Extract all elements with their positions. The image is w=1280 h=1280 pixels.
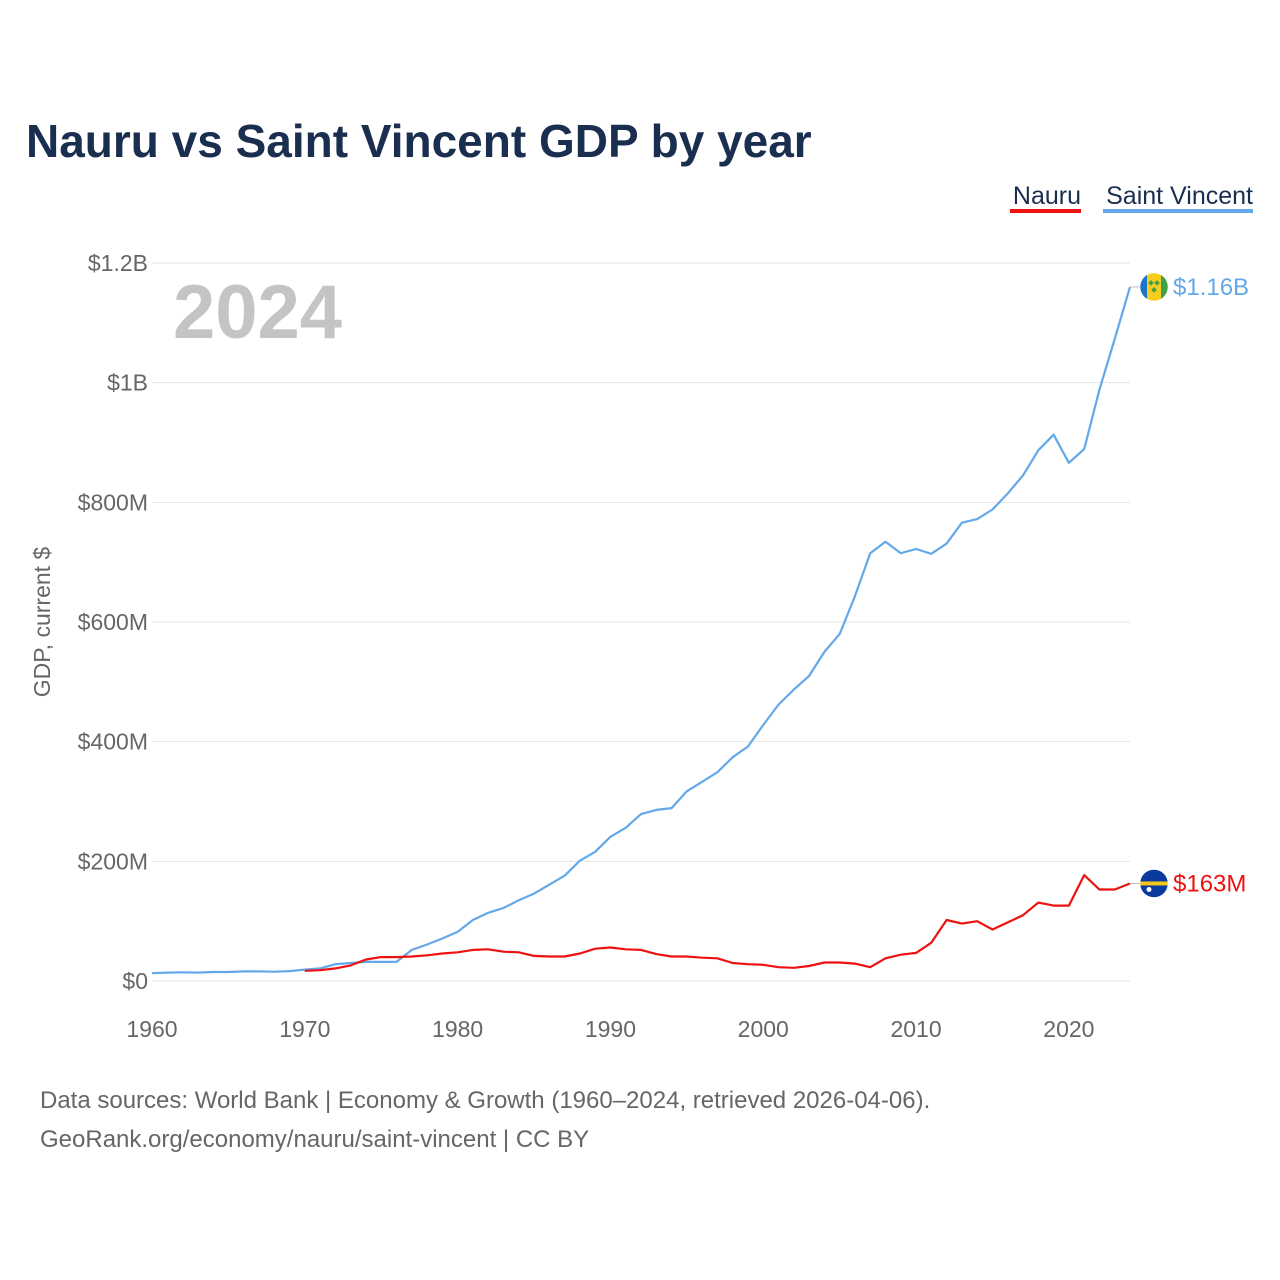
x-tick-label: 2000	[738, 1016, 789, 1042]
y-tick-label: $1.2B	[88, 250, 148, 276]
legend-label-nauru[interactable]: Nauru	[1013, 182, 1081, 210]
x-tick-label: 1960	[126, 1016, 177, 1042]
x-tick-label: 2020	[1043, 1016, 1094, 1042]
y-tick-label: $600M	[78, 609, 148, 635]
source-line-1: Data sources: World Bank | Economy & Gro…	[40, 1087, 930, 1114]
nauru-flag-icon	[1139, 869, 1169, 898]
series-lines	[151, 286, 1132, 975]
x-tick-label: 1970	[279, 1016, 330, 1042]
year-watermark: 2024	[173, 270, 342, 355]
y-tick-label: $0	[122, 968, 148, 994]
x-tick-label: 2010	[890, 1016, 941, 1042]
series-endpoints: $1.16B $163M	[1130, 272, 1249, 898]
end-value-label-saint-vincent: $1.16B	[1173, 274, 1249, 301]
x-tick-label: 1980	[432, 1016, 483, 1042]
y-tick-label: $200M	[78, 848, 148, 874]
end-value-label-nauru: $163M	[1173, 870, 1246, 897]
y-axis-label: GDP, current $	[29, 547, 55, 698]
series-line-nauru[interactable]	[304, 873, 1131, 972]
series-line-saint-vincent[interactable]	[151, 286, 1132, 975]
y-tick-label: $800M	[78, 489, 148, 515]
legend: Nauru Saint Vincent	[1010, 182, 1253, 213]
source-line-2: GeoRank.org/economy/nauru/saint-vincent …	[40, 1126, 589, 1153]
y-tick-label: $400M	[78, 729, 148, 755]
y-axis-ticks: $0 $200M $400M $600M $800M $1B $1.2B	[78, 250, 148, 994]
legend-label-saint-vincent[interactable]: Saint Vincent	[1106, 182, 1253, 210]
gridlines	[152, 262, 1130, 982]
legend-swatch-saint-vincent	[1103, 209, 1253, 213]
legend-swatch-nauru	[1010, 209, 1081, 213]
chart-title: Nauru vs Saint Vincent GDP by year	[26, 115, 812, 167]
saint-vincent-flag-icon	[1139, 272, 1169, 302]
x-axis-ticks: 1960 1970 1980 1990 2000 2010 2020	[126, 1016, 1094, 1042]
x-tick-label: 1990	[585, 1016, 636, 1042]
y-tick-label: $1B	[107, 370, 148, 396]
